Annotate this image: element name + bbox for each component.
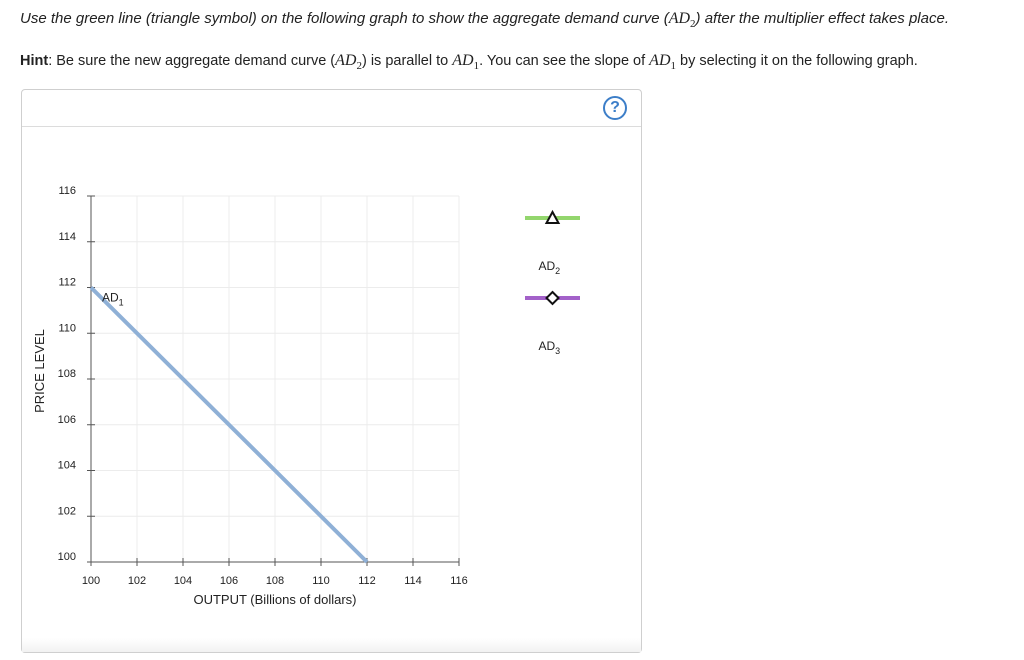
x-tick-label: 106 bbox=[220, 575, 238, 587]
grid bbox=[90, 195, 460, 563]
y-tick-label: 114 bbox=[58, 231, 76, 243]
chart-area[interactable]: 100 102 104 106 108 110 112 114 116 100 102 104 106 1… bbox=[22, 90, 641, 652]
palette-tool-ad3[interactable]: AD3 bbox=[525, 290, 580, 356]
x-tick-label: 114 bbox=[404, 575, 422, 587]
x-tick-label: 108 bbox=[266, 575, 284, 587]
x-tick-label: 116 bbox=[450, 575, 468, 587]
palette-label-ad2: AD2 bbox=[539, 259, 561, 276]
graph-panel: ? 100 102 104 106 108 110 112 114 116 100 102 104 10… bbox=[21, 89, 642, 653]
curve-palette: AD2 AD3 bbox=[525, 209, 580, 356]
y-tick-label: 100 bbox=[58, 551, 76, 563]
ad1-curve[interactable] bbox=[89, 286, 369, 564]
panel-bottom-bar bbox=[22, 638, 641, 652]
palette-label-ad3: AD3 bbox=[539, 339, 561, 356]
x-tick-label: 112 bbox=[358, 575, 376, 587]
question-mark-icon: ? bbox=[610, 99, 620, 116]
axes: 100 102 104 106 108 110 112 114 116 100 102 104 106 1… bbox=[58, 185, 468, 587]
y-tick-label: 106 bbox=[58, 414, 76, 426]
x-tick-label: 110 bbox=[312, 575, 330, 587]
y-tick-label: 116 bbox=[58, 185, 76, 197]
diamond-icon bbox=[545, 290, 560, 306]
ad1-curve-label: AD1 bbox=[102, 291, 124, 308]
y-tick-label: 112 bbox=[58, 277, 76, 289]
y-tick-label: 110 bbox=[58, 322, 76, 334]
y-tick-label: 108 bbox=[58, 368, 76, 380]
y-axis-title: PRICE LEVEL bbox=[32, 329, 47, 413]
panel-header-divider bbox=[22, 126, 641, 127]
hint-label: Hint bbox=[20, 53, 49, 69]
triangle-icon bbox=[544, 209, 561, 224]
instruction-text: Use the green line (triangle symbol) on … bbox=[20, 10, 949, 31]
y-tick-label: 104 bbox=[58, 460, 76, 472]
x-tick-label: 104 bbox=[174, 575, 192, 587]
x-tick-label: 100 bbox=[82, 575, 100, 587]
palette-tool-ad2[interactable]: AD2 bbox=[525, 209, 580, 276]
x-tick-label: 102 bbox=[128, 575, 146, 587]
help-button[interactable]: ? bbox=[603, 96, 627, 120]
instruction-ad2-math: AD2 bbox=[668, 10, 696, 31]
hint-text: Hint: Be sure the new aggregate demand c… bbox=[20, 52, 918, 73]
y-tick-label: 102 bbox=[58, 505, 76, 517]
x-axis-title: OUTPUT (Billions of dollars) bbox=[193, 592, 356, 607]
series-layer: AD1 bbox=[89, 286, 369, 564]
